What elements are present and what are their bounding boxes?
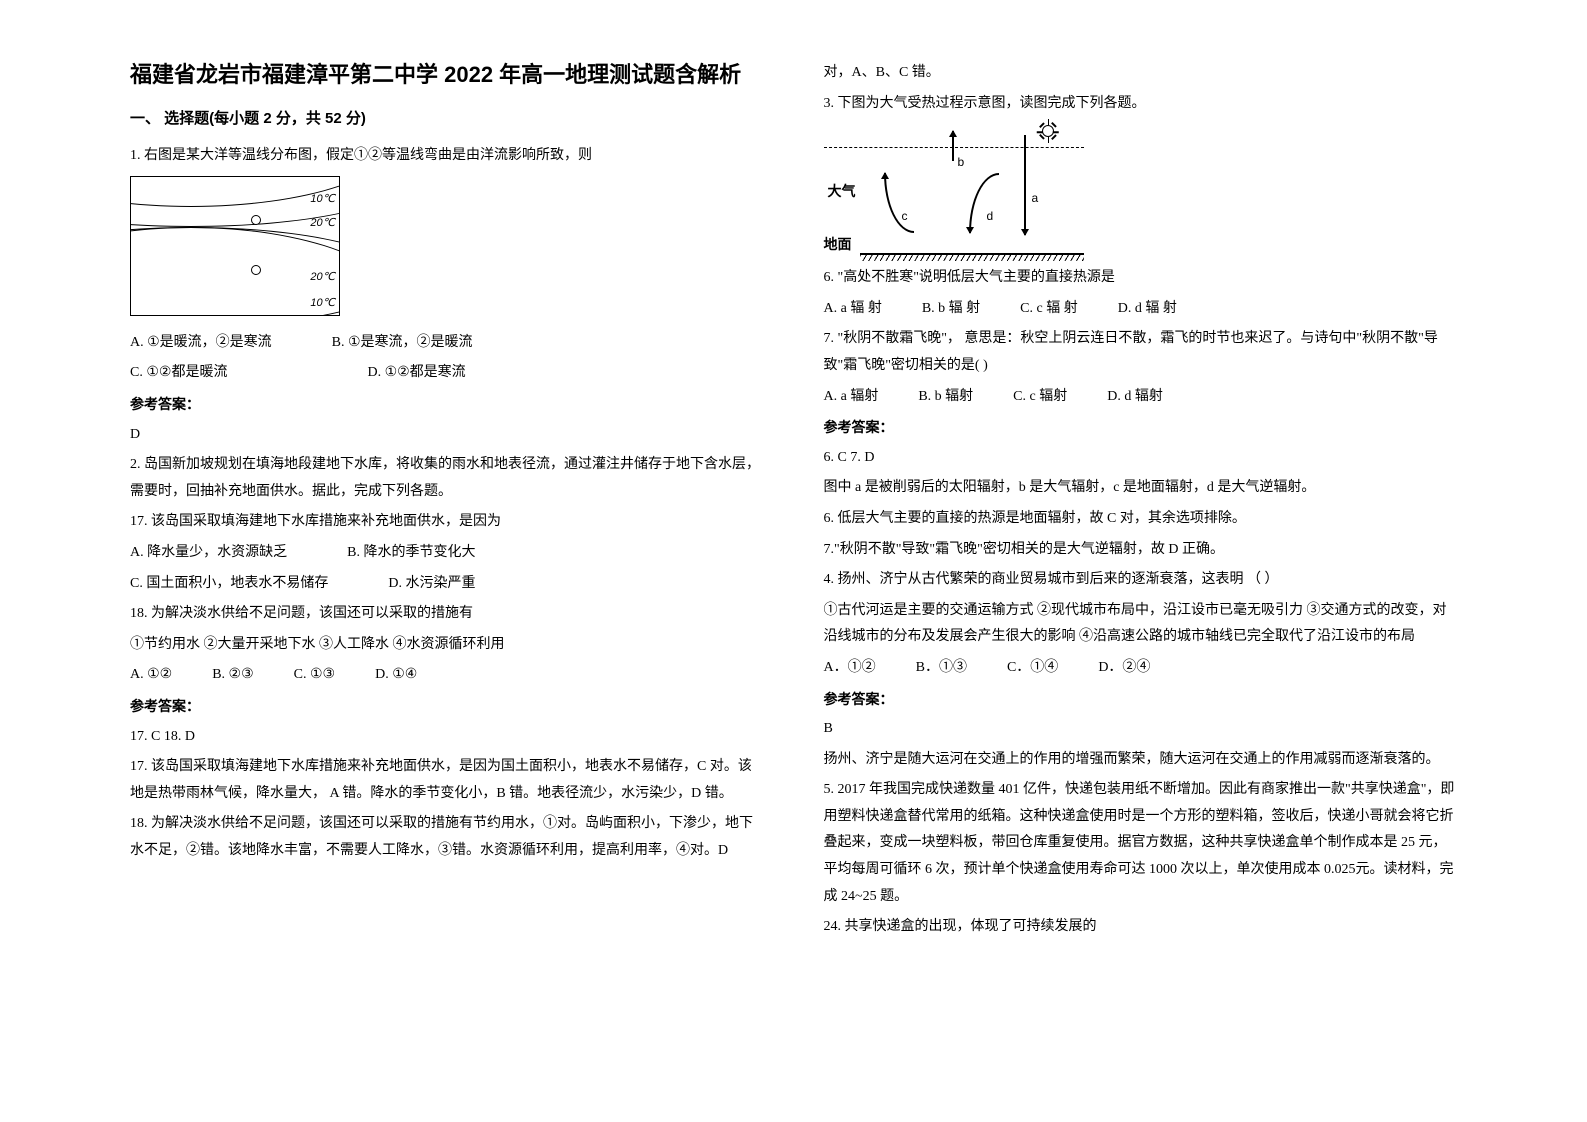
q7D: D. d 辐射 [1107,384,1163,411]
q4-row: A．①② B．①③ C．①④ D．②④ [824,655,1458,682]
q3-ans-head: 参考答案： [824,414,1458,441]
q2-18: 18. 为解决淡水供给不足问题，该国还可以采取的措施有 [130,601,764,628]
q3-exp3: 7."秋阴不散"导致"霜飞晚"密切相关的是大气逆辐射，故 D 正确。 [824,537,1458,564]
q7-opts: A. a 辐射 B. b 辐射 C. c 辐射 D. d 辐射 [824,384,1458,411]
q1-stem: 1. 右图是某大洋等温线分布图，假定①②等温线弯曲是由洋流影响所致，则 [130,143,764,170]
q4B: B．①③ [916,655,967,682]
left-column: 福建省龙岩市福建漳平第二中学 2022 年高一地理测试题含解析 一、 选择题(每… [100,60,794,1082]
q17B: B. 降水的季节变化大 [347,540,475,567]
iso-10a: 10℃ [310,189,335,210]
arrow-a [1024,135,1026,235]
q2-17: 17. 该岛国采取填海建地下水库措施来补充地面供水，是因为 [130,509,764,536]
q17-row1: A. 降水量少，水资源缺乏 B. 降水的季节变化大 [130,540,764,567]
q4-stem: 4. 扬州、济宁从古代繁荣的商业贸易城市到后来的逐渐衰落，这表明 （ ） [824,567,1458,594]
q1-optC: C. ①②都是暖流 [130,360,227,387]
q7B: B. b 辐射 [918,384,973,411]
q2-ans-head: 参考答案： [130,693,764,720]
q4-opts: ①古代河运是主要的交通运输方式 ②现代城市布局中，沿江设市已毫无吸引力 ③交通方… [824,598,1458,651]
q1-ans: D [130,422,764,449]
q1-ans-head: 参考答案： [130,391,764,418]
isotherm-diagram: 10℃ 20℃ 20℃ 10℃ [130,176,340,316]
sun-icon [1042,121,1054,148]
q2-exp17: 17. 该岛国采取填海建地下水库措施来补充地面供水，是因为国土面积小，地表水不易… [130,754,764,807]
q2-stem: 2. 岛国新加坡规划在填海地段建地下水库，将收集的雨水和地表径流，通过灌注井储存… [130,452,764,505]
q4D: D．②④ [1098,655,1150,682]
q1-optA: A. ①是暖流，②是寒流 [130,330,272,357]
q2-ans: 17. C 18. D [130,724,764,751]
q4-ans-head: 参考答案： [824,686,1458,713]
q3-stem: 3. 下图为大气受热过程示意图，读图完成下列各题。 [824,91,1458,118]
q1-opts-row2: C. ①②都是暖流 D. ①②都是寒流 [130,360,764,387]
atmosphere-top-line [824,147,1084,148]
q6-opts: A. a 辐 射 B. b 辐 射 C. c 辐 射 D. d 辐 射 [824,296,1458,323]
iso-20a: 20℃ [310,213,335,234]
q4-ans: B [824,716,1458,743]
q2-exp18: 18. 为解决淡水供给不足问题，该国还可以采取的措施有节约用水，①对。岛屿面积小… [130,811,764,864]
arrow-d [969,173,999,233]
q3-exp1: 图中 a 是被削弱后的太阳辐射，b 是大气辐射，c 是地面辐射，d 是大气逆辐射… [824,475,1458,502]
q18A: A. ①② [130,662,172,689]
q1-optB: B. ①是寒流，②是暖流 [332,330,473,357]
label-b: b [958,151,965,174]
q18B: B. ②③ [212,662,253,689]
q3-ans: 6. C 7. D [824,445,1458,472]
q4C: C．①④ [1007,655,1058,682]
q4-exp: 扬州、济宁是随大运河在交通上的作用的增强而繁荣，随大运河在交通上的作用减弱而逐渐… [824,747,1458,774]
q6D: D. d 辐 射 [1118,296,1177,323]
q7A: A. a 辐射 [824,384,879,411]
q18-opts: ①节约用水 ②大量开采地下水 ③人工降水 ④水资源循环利用 [130,632,764,659]
arrow-c [884,173,914,233]
q6B: B. b 辐 射 [922,296,980,323]
ground-label: 地面 [824,231,852,258]
label-d: d [987,205,994,228]
atmosphere-diagram: 大气 地面 a b c d [824,125,1084,255]
page-title: 福建省龙岩市福建漳平第二中学 2022 年高一地理测试题含解析 [130,60,764,91]
q5-stem: 5. 2017 年我国完成快递数量 401 亿件，快递包装用纸不断增加。因此有商… [824,777,1458,910]
q5-24: 24. 共享快递盒的出现，体现了可持续发展的 [824,914,1458,941]
q17A: A. 降水量少，水资源缺乏 [130,540,287,567]
q18C: C. ①③ [294,662,335,689]
q1-optD: D. ①②都是寒流 [367,360,465,387]
iso-10b: 10℃ [310,293,335,314]
label-a: a [1032,187,1039,210]
section1-heading: 一、 选择题(每小题 2 分，共 52 分) [130,105,764,134]
arrow-b [952,131,954,161]
right-column: 对，A、B、C 错。 3. 下图为大气受热过程示意图，读图完成下列各题。 大气 … [794,60,1488,1082]
q4A: A．①② [824,655,876,682]
q6C: C. c 辐 射 [1020,296,1078,323]
q17C: C. 国土面积小，地表水不易储存 [130,571,328,598]
q3-exp2: 6. 低层大气主要的直接的热源是地面辐射，故 C 对，其余选项排除。 [824,506,1458,533]
q3-7: 7. "秋阴不散霜飞晚"， 意思是：秋空上阴云连日不散，霜飞的时节也来迟了。与诗… [824,326,1458,379]
q18D: D. ①④ [375,662,417,689]
ground-hatch [860,255,1084,261]
q1-opts-row1: A. ①是暖流，②是寒流 B. ①是寒流，②是暖流 [130,330,764,357]
q3-6: 6. "高处不胜寒"说明低层大气主要的直接热源是 [824,265,1458,292]
label-c: c [902,205,908,228]
q17D: D. 水污染严重 [388,571,475,598]
q6A: A. a 辐 射 [824,296,882,323]
q7C: C. c 辐射 [1013,384,1067,411]
iso-20b: 20℃ [310,267,335,288]
right-top-cont: 对，A、B、C 错。 [824,60,1458,87]
atmo-label: 大气 [828,180,856,207]
q17-row2: C. 国土面积小，地表水不易储存 D. 水污染严重 [130,571,764,598]
q18-row: A. ①② B. ②③ C. ①③ D. ①④ [130,662,764,689]
